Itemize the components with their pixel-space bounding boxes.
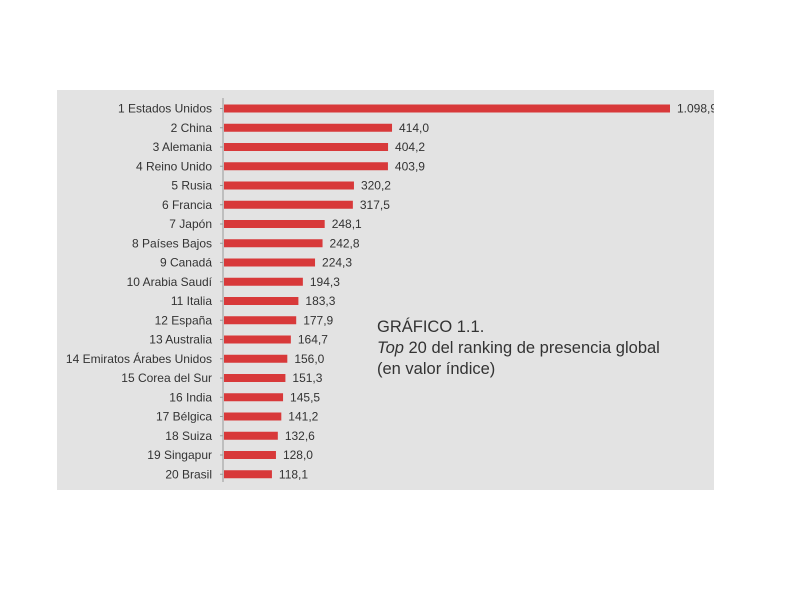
value-label: 164,7 [298,333,328,347]
bar [224,316,297,325]
category-label: 1 Estados Unidos [118,102,212,116]
value-label: 145,5 [290,390,320,404]
bar [224,451,276,459]
category-label: 12 España [155,313,213,327]
category-label: 4 Reino Unido [136,159,212,173]
bar [224,162,388,171]
category-label: 18 Suiza [165,429,212,443]
value-label: 151,3 [292,371,322,385]
chart-title-line2-italic: Top [377,339,404,357]
value-label: 317,5 [360,198,390,212]
chart-svg: 1 Estados Unidos 1.098,9 2 China 414,0 3 Ale… [66,98,714,482]
bar [224,181,354,190]
bar [224,431,278,440]
category-label: 7 Japón [169,217,212,231]
bar [224,239,323,248]
bar [224,220,325,228]
category-label: 6 Francia [162,198,212,212]
bar [224,297,299,305]
value-label: 242,8 [330,236,360,250]
category-label: 11 Italia [171,294,212,308]
value-label: 320,2 [361,179,391,193]
value-label: 224,3 [322,256,352,270]
category-label: 19 Singapur [147,448,212,462]
category-label: 15 Corea del Sur [121,371,212,385]
bar [224,143,389,151]
chart-title-line3: (en valor índice) [377,360,496,378]
category-label: 5 Rusia [171,179,212,193]
category-label: 17 Bélgica [156,410,212,424]
chart-panel: 1 Estados Unidos 1.098,9 2 China 414,0 3 Ale… [57,90,714,490]
bar [224,335,291,344]
bar [224,200,353,209]
chart-title-line1: GRÁFICO 1.1. [377,318,485,336]
value-label: 1.098,9 [677,102,714,116]
bar [224,104,670,113]
category-label: 20 Brasil [165,467,212,481]
category-label: 2 China [171,121,213,135]
value-label: 177,9 [303,313,333,327]
chart-title: GRÁFICO 1.1. Top 20 del ranking de prese… [377,317,707,380]
chart-title-line2-rest: 20 del ranking de presencia global [403,339,660,357]
bar [224,258,316,267]
category-label: 9 Canadá [160,256,212,270]
bar [224,470,272,479]
value-label: 128,0 [283,448,313,462]
bar [224,277,303,286]
category-label: 10 Arabia Saudí [127,275,213,289]
value-label: 132,6 [285,429,315,443]
category-label: 14 Emiratos Árabes Unidos [66,351,212,366]
bar [224,412,282,421]
value-label: 141,2 [288,410,318,424]
value-label: 404,2 [395,140,425,154]
category-label: 13 Australia [149,333,212,347]
bar [224,123,393,132]
chart-title-line2: Top 20 del ranking de presencia global [377,338,707,359]
value-label: 194,3 [310,275,340,289]
value-label: 248,1 [332,217,362,231]
category-label: 16 India [169,390,212,404]
bar [224,393,284,402]
category-label: 8 Países Bajos [132,236,212,250]
value-label: 183,3 [305,294,335,308]
value-label: 118,1 [279,467,308,481]
bar [224,374,286,382]
value-label: 414,0 [399,121,429,135]
bar [224,354,288,363]
value-label: 403,9 [395,159,425,173]
category-label: 3 Alemania [153,140,213,154]
value-label: 156,0 [294,352,324,366]
